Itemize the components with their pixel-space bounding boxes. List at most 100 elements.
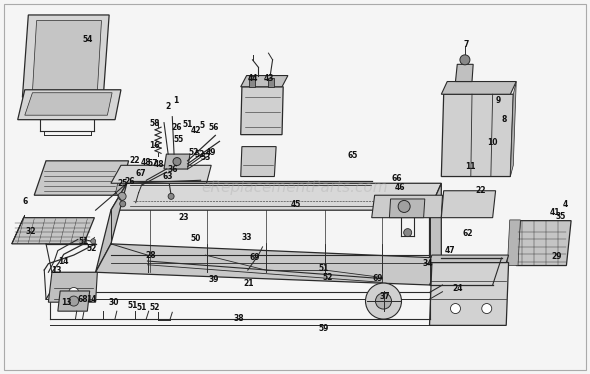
Circle shape bbox=[460, 55, 470, 65]
Polygon shape bbox=[12, 215, 25, 244]
Circle shape bbox=[482, 304, 491, 313]
Circle shape bbox=[173, 157, 181, 166]
Text: 48: 48 bbox=[141, 158, 152, 167]
Text: 4: 4 bbox=[563, 200, 568, 209]
Text: 23: 23 bbox=[179, 213, 189, 222]
Text: 36: 36 bbox=[167, 165, 178, 174]
Text: 62: 62 bbox=[462, 229, 473, 238]
Text: 22: 22 bbox=[129, 156, 140, 165]
Polygon shape bbox=[441, 82, 516, 94]
Text: 24: 24 bbox=[452, 284, 463, 293]
Text: 56: 56 bbox=[208, 123, 219, 132]
Text: 66: 66 bbox=[391, 174, 402, 183]
Text: 21: 21 bbox=[244, 279, 254, 288]
Text: 11: 11 bbox=[466, 162, 476, 171]
Text: 55: 55 bbox=[173, 135, 183, 144]
Circle shape bbox=[69, 288, 78, 297]
Polygon shape bbox=[34, 161, 129, 195]
Text: 47: 47 bbox=[444, 246, 455, 255]
Text: 59: 59 bbox=[318, 324, 329, 333]
Text: 5: 5 bbox=[200, 121, 205, 130]
Circle shape bbox=[168, 193, 174, 199]
Text: 53: 53 bbox=[200, 153, 211, 162]
Polygon shape bbox=[12, 218, 94, 244]
Text: 49: 49 bbox=[206, 148, 217, 157]
Text: 43: 43 bbox=[263, 74, 274, 83]
Polygon shape bbox=[241, 87, 283, 135]
Text: 26: 26 bbox=[124, 177, 135, 186]
Text: 52: 52 bbox=[86, 244, 97, 253]
Text: 14: 14 bbox=[86, 295, 97, 304]
Polygon shape bbox=[32, 21, 101, 92]
Text: 10: 10 bbox=[487, 138, 498, 147]
Circle shape bbox=[375, 293, 392, 309]
Polygon shape bbox=[372, 195, 442, 218]
Circle shape bbox=[451, 304, 460, 313]
Text: 54: 54 bbox=[82, 35, 93, 44]
Polygon shape bbox=[430, 255, 509, 263]
Text: 69: 69 bbox=[250, 253, 260, 262]
Text: eReplacementParts.com: eReplacementParts.com bbox=[202, 180, 388, 194]
Polygon shape bbox=[25, 93, 112, 115]
Polygon shape bbox=[249, 76, 255, 87]
Polygon shape bbox=[48, 272, 97, 302]
Polygon shape bbox=[111, 165, 211, 183]
Polygon shape bbox=[115, 177, 129, 195]
Text: 28: 28 bbox=[145, 251, 156, 260]
Text: 67: 67 bbox=[135, 169, 146, 178]
Text: 7: 7 bbox=[463, 40, 469, 49]
Polygon shape bbox=[96, 183, 127, 272]
Polygon shape bbox=[389, 199, 425, 218]
Text: 8: 8 bbox=[502, 115, 507, 124]
Text: 51: 51 bbox=[136, 303, 147, 312]
Circle shape bbox=[398, 200, 410, 212]
Circle shape bbox=[69, 296, 78, 306]
Text: 51: 51 bbox=[318, 264, 329, 273]
Polygon shape bbox=[455, 64, 473, 82]
Text: 2: 2 bbox=[166, 102, 171, 111]
Text: 51: 51 bbox=[127, 301, 138, 310]
Text: 26: 26 bbox=[172, 123, 182, 132]
Text: 41: 41 bbox=[549, 208, 560, 217]
Text: 68: 68 bbox=[77, 295, 88, 304]
Polygon shape bbox=[241, 76, 288, 87]
Polygon shape bbox=[96, 244, 441, 285]
Text: 33: 33 bbox=[241, 233, 252, 242]
Text: 30: 30 bbox=[108, 298, 119, 307]
Polygon shape bbox=[516, 221, 571, 266]
Text: 50: 50 bbox=[191, 234, 201, 243]
Circle shape bbox=[91, 239, 96, 244]
Circle shape bbox=[120, 201, 126, 207]
Text: 37: 37 bbox=[379, 292, 390, 301]
Text: 65: 65 bbox=[348, 151, 358, 160]
Text: 35: 35 bbox=[555, 212, 566, 221]
Text: 38: 38 bbox=[234, 314, 244, 323]
Circle shape bbox=[404, 229, 412, 237]
Text: 32: 32 bbox=[25, 227, 36, 236]
Text: 13: 13 bbox=[61, 298, 71, 307]
Circle shape bbox=[118, 192, 126, 200]
Text: 29: 29 bbox=[552, 252, 562, 261]
Text: 22: 22 bbox=[476, 186, 486, 195]
Text: 51: 51 bbox=[78, 237, 89, 246]
Text: 69: 69 bbox=[372, 274, 383, 283]
Polygon shape bbox=[441, 94, 513, 177]
Text: 44: 44 bbox=[247, 74, 258, 83]
Text: 1: 1 bbox=[173, 96, 178, 105]
Text: 58: 58 bbox=[149, 119, 160, 128]
Text: 34: 34 bbox=[422, 259, 433, 268]
Text: 14: 14 bbox=[58, 257, 69, 266]
Polygon shape bbox=[18, 90, 121, 120]
Text: 52: 52 bbox=[322, 273, 333, 282]
Text: 13: 13 bbox=[51, 266, 61, 275]
Polygon shape bbox=[268, 78, 274, 87]
Text: 16: 16 bbox=[149, 141, 160, 150]
Text: 51: 51 bbox=[182, 120, 193, 129]
Polygon shape bbox=[507, 220, 520, 266]
Text: 63: 63 bbox=[163, 172, 173, 181]
Text: 48: 48 bbox=[154, 160, 165, 169]
Polygon shape bbox=[22, 15, 109, 97]
Text: 39: 39 bbox=[208, 275, 219, 284]
Circle shape bbox=[365, 283, 402, 319]
Text: 52: 52 bbox=[188, 148, 199, 157]
